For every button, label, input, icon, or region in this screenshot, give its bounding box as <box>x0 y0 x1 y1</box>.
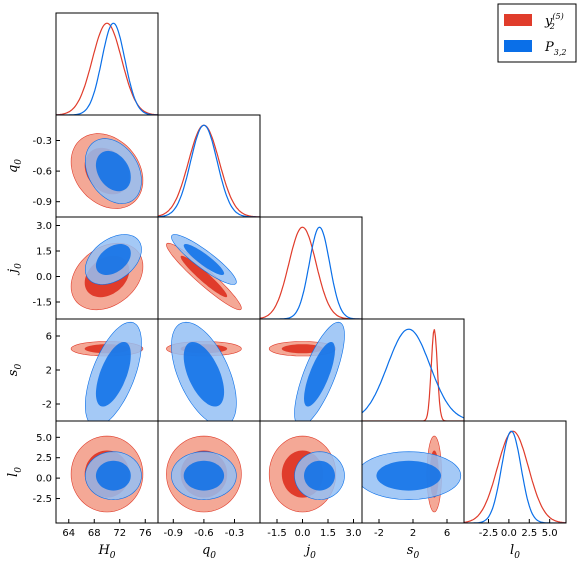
panel-3-1 <box>157 318 261 422</box>
panel-4-2: -1.5 0.0 1.5 3.0 j0 <box>259 420 363 561</box>
contour-P3,2-s-l-68 <box>376 460 442 491</box>
panel-frame <box>55 12 159 116</box>
x-tick-label: -2 <box>374 528 384 539</box>
legend-swatch-p32 <box>504 40 532 52</box>
marginal-y2(5)-q <box>158 124 260 217</box>
y-tick-label: 3.0 <box>36 221 52 232</box>
marginal-P3,2-l <box>464 430 566 523</box>
contour-P3,2-H-l-68 <box>95 460 131 491</box>
panel-4-4: -2.5 0.0 2.5 5.0 l0 <box>463 420 567 561</box>
marginal-y2(5)-j <box>260 226 362 319</box>
legend-label-y25: y(5) 2 <box>544 12 564 31</box>
contour-P3,2-q-l-68 <box>183 460 225 491</box>
x-tick-label: 68 <box>88 528 101 539</box>
x-axis-label-s: s0 <box>407 543 420 561</box>
y-axis-label-l: l0 <box>6 467 24 477</box>
y-tick-label: 1.5 <box>36 247 52 258</box>
panel-2-2 <box>259 216 363 320</box>
y-axis-label-q: q0 <box>6 159 24 173</box>
x-tick-label: -1.5 <box>267 528 287 539</box>
marginal-P3,2-H <box>56 22 158 115</box>
y-tick-label: -0.9 <box>32 197 52 208</box>
x-tick-label: -0.6 <box>194 528 214 539</box>
panel-1-0: -0.9 -0.6 -0.3 q0 <box>6 114 159 218</box>
panel-4-1: -0.9 -0.6 -0.3 q0 <box>157 420 261 561</box>
legend: y(5) 2 P3,2 <box>497 3 577 63</box>
contour-P3,2-H-q-68 <box>95 150 131 192</box>
panel-3-2 <box>259 318 363 422</box>
x-tick-label: 2.5 <box>521 528 537 539</box>
panel-4-0: 64 68 72 76 H0 -2.5 0.0 2.5 5.0 l0 <box>6 420 159 561</box>
panel-frame <box>463 420 567 524</box>
y-tick-label: -0.6 <box>32 167 52 178</box>
marginal-y2(5)-H <box>56 22 158 115</box>
x-axis-label-H: H0 <box>97 543 115 561</box>
y-tick-label: 6 <box>46 332 52 343</box>
y-axis-label-j: j0 <box>6 263 24 276</box>
contour-P3,2-H-j-68 <box>95 244 131 275</box>
panel-2-0: -1.5 0.0 1.5 3.0 j0 <box>6 216 159 320</box>
contour-P3,2-q-j-68 <box>183 244 225 275</box>
panel-3-3 <box>361 318 465 422</box>
legend-swatch-y25 <box>504 14 532 26</box>
contour-P3,2-j-l-68 <box>304 460 335 491</box>
x-axis-label-j: j0 <box>303 543 316 561</box>
y-tick-label: -1.5 <box>32 298 52 309</box>
x-tick-label: -0.9 <box>164 528 184 539</box>
marginal-y2(5)-l <box>464 430 566 523</box>
panel-frame <box>259 216 363 320</box>
panel-4-3: -2 2 6 s0 <box>361 420 465 561</box>
y-tick-label: 0.0 <box>36 474 52 485</box>
y-axis-label-s: s0 <box>6 364 24 377</box>
contour-y2(5)-q-j-68 <box>180 255 228 298</box>
marginal-P3,2-j <box>260 226 362 319</box>
x-tick-label: 76 <box>139 528 152 539</box>
contour-P3,2-q-s-68 <box>183 342 225 407</box>
marginal-y2(5)-s <box>362 329 464 421</box>
x-tick-label: 3.0 <box>346 528 362 539</box>
x-tick-label: 0.0 <box>501 528 517 539</box>
marginal-P3,2-q <box>158 124 260 217</box>
x-tick-label: 2 <box>410 528 416 539</box>
panel-1-1 <box>157 114 261 218</box>
panel-0-0 <box>55 12 159 116</box>
legend-label-p32: P3,2 <box>544 40 566 57</box>
y-tick-label: 2 <box>46 366 52 377</box>
x-axis-label-q: q0 <box>202 543 216 561</box>
x-tick-label: 1.5 <box>320 528 336 539</box>
panel-3-0: -2 2 6 s0 <box>6 318 159 422</box>
x-tick-label: 0.0 <box>295 528 311 539</box>
x-tick-label: -2.5 <box>479 528 499 539</box>
contour-P3,2-j-s-68 <box>304 342 335 407</box>
y-tick-label: 0.0 <box>36 272 52 283</box>
panel-2-1 <box>157 216 261 320</box>
marginal-P3,2-s <box>362 328 464 419</box>
y-tick-label: -0.3 <box>32 136 52 147</box>
x-tick-label: 64 <box>62 528 75 539</box>
y-tick-label: 5.0 <box>36 433 52 444</box>
y-tick-label: -2 <box>42 400 52 411</box>
contour-P3,2-H-s-68 <box>95 342 131 407</box>
x-tick-label: 72 <box>113 528 126 539</box>
x-axis-label-l: l0 <box>510 543 520 561</box>
x-tick-label: -0.3 <box>225 528 245 539</box>
y-tick-label: 2.5 <box>36 453 52 464</box>
x-tick-label: 6 <box>444 528 450 539</box>
y-tick-label: -2.5 <box>32 494 52 505</box>
x-tick-label: 5.0 <box>542 528 558 539</box>
